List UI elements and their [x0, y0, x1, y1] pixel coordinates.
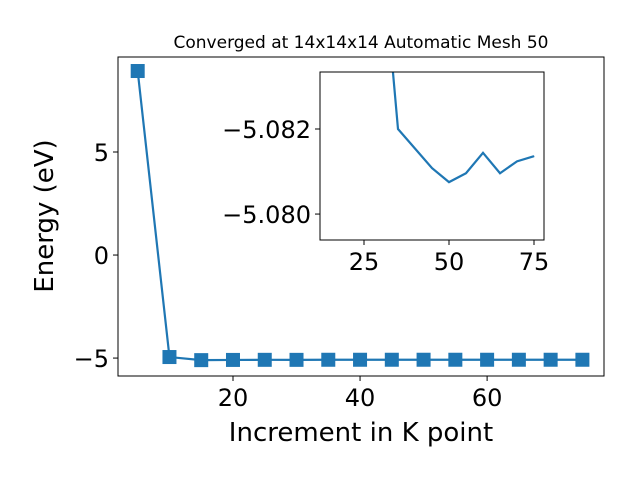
axes-frame	[319, 71, 545, 241]
series	[130, 64, 590, 368]
x-tick-label: 25	[349, 248, 380, 276]
marker	[465, 172, 467, 174]
y-axis-label: Energy (eV)	[30, 139, 60, 292]
marker	[575, 352, 590, 367]
marker	[397, 128, 399, 130]
marker	[448, 181, 450, 183]
y-tick-label: −5	[74, 345, 109, 373]
marker	[257, 352, 272, 367]
x-tick-label: 20	[218, 384, 249, 412]
marker	[431, 167, 433, 169]
y-tick-label: 0	[94, 242, 109, 270]
marker	[225, 352, 240, 367]
x-tick-label: 75	[519, 248, 550, 276]
marker	[480, 352, 495, 367]
marker	[289, 352, 304, 367]
marker	[448, 352, 463, 367]
y-tick-label: −5.080	[222, 201, 311, 229]
marker	[543, 352, 558, 367]
y-tick-label: 5	[94, 139, 109, 167]
marker	[533, 155, 535, 157]
marker	[130, 64, 145, 79]
x-tick-label: 40	[345, 384, 376, 412]
series	[391, 72, 535, 184]
marker	[162, 350, 177, 365]
marker	[499, 172, 501, 174]
marker	[321, 352, 336, 367]
x-tick-label: 60	[472, 384, 503, 412]
inset-background	[320, 72, 544, 240]
marker	[384, 352, 399, 367]
marker	[482, 152, 484, 154]
y-tick-label: −5.082	[222, 116, 311, 144]
marker	[516, 160, 518, 162]
marker	[353, 352, 368, 367]
x-axis-label: Increment in K point	[229, 418, 493, 448]
axes-frame	[117, 56, 605, 377]
x-tick-label: 50	[434, 248, 465, 276]
marker	[416, 352, 431, 367]
marker	[194, 353, 209, 368]
marker	[511, 352, 526, 367]
chart-title: Converged at 14x14x14 Automatic Mesh 50	[174, 33, 549, 53]
